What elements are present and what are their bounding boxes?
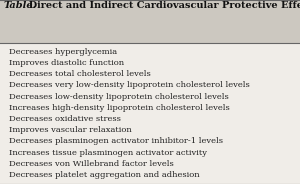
Text: Direct and Indirect Cardiovascular Protective Effects of Metformin Therapy: Direct and Indirect Cardiovascular Prote…: [22, 1, 300, 10]
FancyBboxPatch shape: [0, 0, 300, 43]
Text: Table.: Table.: [4, 1, 37, 10]
Text: Decreases very low-density lipoprotein cholesterol levels: Decreases very low-density lipoprotein c…: [9, 81, 250, 89]
FancyBboxPatch shape: [0, 43, 300, 184]
Text: Improves diastolic function: Improves diastolic function: [9, 59, 124, 67]
Text: Decreases total cholesterol levels: Decreases total cholesterol levels: [9, 70, 151, 78]
Text: Decreases plasminogen activator inhibitor-1 levels: Decreases plasminogen activator inhibito…: [9, 137, 223, 145]
Text: Decreases oxidative stress: Decreases oxidative stress: [9, 115, 121, 123]
Text: Decreases platelet aggregation and adhesion: Decreases platelet aggregation and adhes…: [9, 171, 200, 179]
Text: Improves vascular relaxation: Improves vascular relaxation: [9, 126, 132, 134]
Text: Decreases von Willebrand factor levels: Decreases von Willebrand factor levels: [9, 160, 174, 168]
Text: Increases tissue plasminogen activator activity: Increases tissue plasminogen activator a…: [9, 149, 207, 157]
Text: Increases high-density lipoprotein cholesterol levels: Increases high-density lipoprotein chole…: [9, 104, 230, 112]
Text: Decreases low-density lipoprotein cholesterol levels: Decreases low-density lipoprotein choles…: [9, 93, 229, 101]
Text: Decreases hyperglycemia: Decreases hyperglycemia: [9, 48, 117, 56]
